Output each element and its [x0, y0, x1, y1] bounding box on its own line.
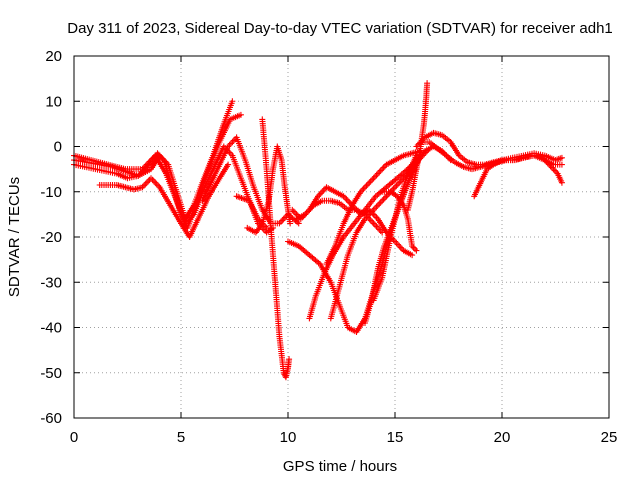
x-axis-label: GPS time / hours	[283, 458, 397, 475]
y-tick-label: 10	[45, 93, 62, 110]
series-track-u	[471, 150, 565, 200]
axis-ticks: 0 5 10 15 20 25 -60 -50 -40 -30 -20 -10 0 10 20	[40, 48, 617, 446]
series-track-c	[96, 161, 232, 240]
x-tick-label: 0	[70, 429, 78, 446]
y-axis-label: SDTVAR / TECUs	[6, 177, 23, 297]
series-markers	[259, 116, 293, 381]
x-tick-label: 5	[177, 429, 185, 446]
y-tick-label: 20	[45, 48, 62, 65]
x-tick-label: 15	[387, 429, 404, 446]
series-markers	[199, 134, 302, 227]
series-markers	[96, 161, 232, 240]
data-series	[71, 80, 565, 381]
y-tick-label: -40	[40, 320, 62, 337]
series-markers	[379, 188, 420, 254]
grid-lines	[74, 56, 609, 418]
series-markers	[244, 143, 294, 236]
y-tick-label: -10	[40, 184, 62, 201]
series-track-g	[244, 143, 294, 236]
series-markers	[323, 148, 424, 268]
series-track-q	[379, 188, 420, 254]
series-track-h	[259, 116, 293, 381]
y-tick-label: -60	[40, 410, 62, 427]
series-track-m	[323, 148, 424, 268]
chart-title: Day 311 of 2023, Sidereal Day-to-day VTE…	[67, 20, 613, 37]
series-markers	[471, 150, 565, 200]
y-tick-label: -30	[40, 274, 62, 291]
y-tick-label: -50	[40, 365, 62, 382]
y-tick-label: 0	[54, 139, 62, 156]
x-tick-label: 25	[601, 429, 618, 446]
x-tick-label: 10	[280, 429, 297, 446]
y-tick-label: -20	[40, 229, 62, 246]
x-tick-label: 20	[494, 429, 511, 446]
series-track-e	[199, 134, 302, 227]
